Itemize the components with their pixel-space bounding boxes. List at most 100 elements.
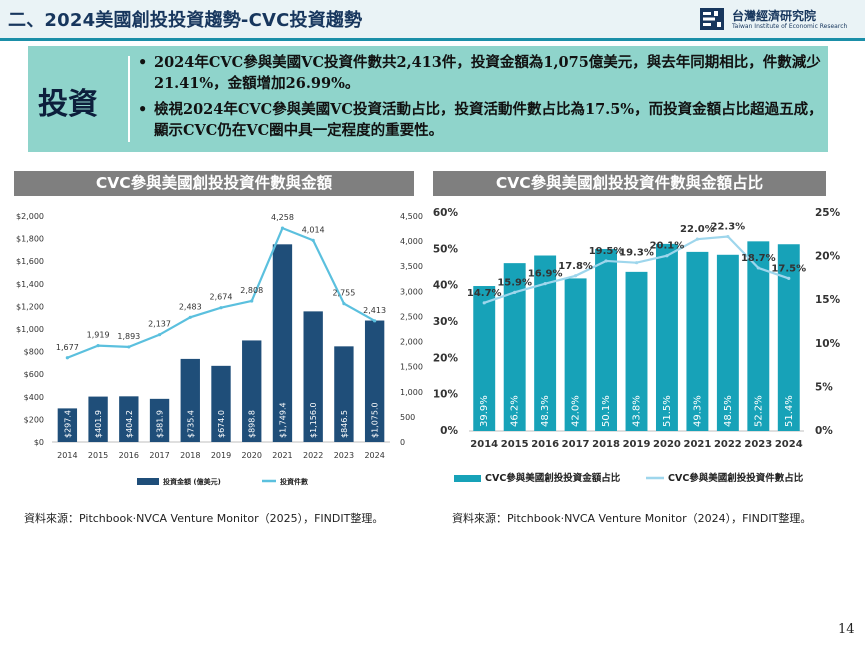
y-left-tick-label: $400 (24, 393, 44, 402)
legend-label-line: CVC參與美國創投投資件數占比 (668, 472, 804, 484)
bar-value-label: 49.3% (692, 395, 703, 427)
summary-box: 投資 • 2024年CVC參與美國VC投資件數共2,413件，投資金額為1,075… (28, 46, 828, 152)
bar (503, 263, 526, 431)
x-tick-label: 2021 (272, 451, 292, 460)
bar (303, 311, 323, 442)
x-tick-label: 2021 (683, 439, 711, 450)
y-right-tick-label: 2,000 (400, 338, 423, 347)
line-point (127, 345, 131, 349)
line-value-label: 1,677 (56, 343, 79, 352)
y-left-tick-label: 40% (433, 280, 459, 292)
y-right-tick-label: 0 (400, 438, 405, 447)
legend-swatch-bar (137, 478, 159, 485)
x-tick-label: 2024 (364, 451, 384, 460)
line-point (573, 274, 578, 278)
bar-value-label: 51.5% (662, 395, 673, 427)
x-tick-label: 2023 (744, 439, 772, 450)
bar (777, 244, 800, 431)
y-right-tick-label: 25% (815, 207, 841, 219)
line-value-label: 2,483 (179, 302, 202, 311)
x-tick-label: 2017 (562, 439, 590, 450)
y-right-tick-label: 0% (815, 425, 833, 437)
line-value-label: 18.7% (741, 253, 776, 264)
bar (149, 398, 170, 442)
y-left-tick-label: 30% (433, 316, 459, 328)
logo: 台灣經濟研究院 Taiwan Institute of Economic Res… (700, 4, 860, 36)
left-chart-title: CVC參與美國創投投資件數與金額 (14, 171, 414, 196)
summary-point-text: 2024年CVC參與美國VC投資件數共2,413件，投資金額為1,075億美元，… (154, 54, 821, 92)
bar-value-label: $1,749.4 (278, 402, 287, 438)
line-value-label: 20.1% (650, 241, 685, 252)
line-point (311, 238, 315, 243)
bar-value-label: 43.8% (632, 395, 643, 427)
bar-value-label: $735.4 (186, 410, 195, 438)
line-value-label: 15.9% (497, 277, 532, 288)
line-point (513, 290, 517, 294)
line-value-label: 1,919 (87, 331, 110, 340)
bar (534, 255, 557, 431)
line-value-label: 14.7% (467, 288, 502, 299)
line-point (756, 266, 760, 270)
y-left-tick-label: $1,000 (16, 325, 44, 334)
line-point (695, 237, 700, 241)
left-chart: $0 $200 $400 $600 $800 $1,000 $1,200 $1,400 $1,6… (16, 212, 423, 486)
header-accent-line (0, 38, 865, 41)
bar-value-label: 46.2% (510, 395, 521, 427)
y-left-tick-label: $1,400 (16, 280, 44, 289)
line-value-label: 4,014 (302, 225, 325, 234)
line-point (219, 306, 223, 310)
y-right-tick-label: 3,000 (400, 287, 423, 296)
line-point (604, 259, 608, 263)
line-value-label: 2,413 (363, 306, 386, 315)
bar-value-label: $401.9 (94, 410, 103, 438)
legend-label-bar: CVC參與美國創投投資金額占比 (485, 472, 621, 484)
x-tick-label: 2014 (57, 451, 77, 460)
bar (88, 396, 108, 442)
x-tick-label: 2016 (531, 439, 559, 450)
bullet-icon: • (138, 54, 148, 71)
bar (595, 248, 618, 431)
bar (655, 243, 678, 431)
x-tick-label: 2022 (303, 451, 323, 460)
line-value-label: 22.0% (680, 224, 715, 235)
x-tick-label: 2023 (334, 451, 354, 460)
bar (686, 251, 709, 431)
summary-point-text: 檢視2024年CVC參與美國VC投資活動占比，投資活動件數占比為17.5%，而投… (154, 101, 823, 139)
y-left-tick-label: 50% (433, 243, 459, 255)
line-value-label: 17.8% (558, 261, 593, 272)
y-left-tick-label: $200 (24, 415, 44, 424)
y-left-tick-label: $0 (34, 438, 44, 447)
bar-value-label: 42.0% (571, 395, 582, 427)
x-tick-label: 2014 (470, 439, 498, 450)
bar (242, 340, 262, 442)
logo-mark-icon (700, 8, 724, 30)
bar-value-label: $297.4 (63, 410, 72, 438)
summary-divider (128, 56, 130, 142)
y-right-tick-label: 20% (815, 251, 841, 263)
summary-label: 投資 (38, 87, 98, 122)
line-value-label: 2,137 (148, 320, 171, 329)
line-point (342, 302, 346, 306)
line-value-label: 16.9% (528, 269, 563, 280)
y-left-tick-label: 60% (433, 207, 459, 219)
line-point (665, 254, 669, 258)
y-left-tick-label: $2,000 (16, 212, 44, 221)
bar (364, 320, 385, 442)
bar (716, 254, 739, 431)
bar-value-label: $1,156.0 (309, 402, 318, 438)
line-value-label: 19.3% (619, 248, 654, 259)
bar-value-label: 39.9% (479, 395, 490, 427)
line-point (188, 315, 192, 319)
bar-value-label: 48.5% (723, 395, 734, 427)
y-left-tick-label: $800 (24, 348, 44, 357)
x-tick-label: 2020 (653, 439, 681, 450)
left-source-note: 資料來源：Pitchbook‧NVCA Venture Monitor（2025… (24, 512, 384, 525)
bar-value-label: $846.5 (340, 410, 349, 438)
line-value-label: 2,674 (210, 293, 233, 302)
line-value-label: 19.5% (589, 246, 624, 257)
y-right-tick-label: 15% (815, 294, 841, 306)
bar-value-label: $1,075.0 (371, 402, 380, 438)
bar (119, 396, 139, 442)
bullet-icon: • (138, 101, 148, 118)
summary-point: • 檢視2024年CVC參與美國VC投資活動占比，投資活動件數占比為17.5%，而… (138, 99, 823, 141)
